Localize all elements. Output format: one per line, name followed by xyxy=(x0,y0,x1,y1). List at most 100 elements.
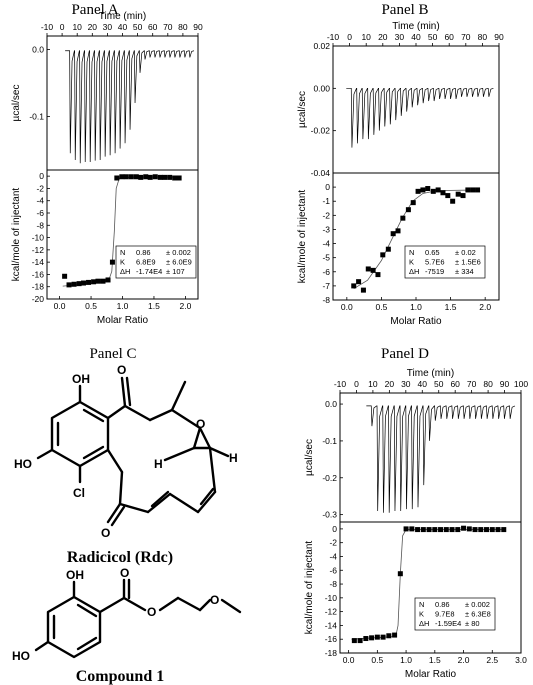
panel-b-power-tick-label: 0.00 xyxy=(313,83,330,93)
panel-d-stat-error: ± 0.002 xyxy=(465,600,490,609)
panel-d-data-point xyxy=(374,634,380,640)
panel-a-enthalpy-tick-label: -4 xyxy=(36,196,44,206)
panel-a-stats-box xyxy=(115,245,197,279)
panel-a-data-point xyxy=(100,278,106,284)
panel-d-data-point xyxy=(392,632,398,638)
panel-a-enthalpy-tick-label: -8 xyxy=(36,220,44,230)
panel-a-data-point xyxy=(157,174,163,180)
panel-d-data-point xyxy=(420,527,426,533)
panel-a-stat-name: N xyxy=(120,248,125,257)
panel-d-enthalpy-tick-label: -6 xyxy=(329,565,337,575)
compound1-ether-o-label: O xyxy=(210,593,219,607)
panel-a-data-point xyxy=(172,175,178,181)
panel-d-chart: -10 0 10 20 30 40 50 60 70 80 90 100 Time (min) 0.0 -0… xyxy=(304,368,528,680)
panel-a-enthalpy-tick-label: -2 xyxy=(36,183,44,193)
panel-d-data-point xyxy=(409,526,415,532)
panel-d-ratio-tick-label: 1.0 xyxy=(400,655,412,665)
panel-d-time-tick-label: 20 xyxy=(385,379,395,389)
panel-a-data-point xyxy=(91,279,97,285)
radicicol-oh-label: OH xyxy=(72,372,90,386)
panel-b-data-point xyxy=(455,191,461,197)
compound1-ester-o-label: O xyxy=(147,605,156,619)
panel-d-stat-error: ± 80 xyxy=(465,619,480,628)
panel-a-data-point xyxy=(76,281,82,287)
compound1-oh-label: OH xyxy=(66,568,84,582)
panel-a-data-point xyxy=(105,277,111,283)
panel-b-time-tick-label: 40 xyxy=(411,32,421,42)
panel-d-enthalpy-tick-label: -16 xyxy=(325,634,338,644)
panel-a-stat-error: ± 6.0E9 xyxy=(166,258,192,267)
panel-b-data-point xyxy=(351,283,357,289)
panel-d-data-point xyxy=(397,571,403,577)
panel-a-time-tick-label: 0 xyxy=(60,22,65,32)
panel-b-time-tick-label: 30 xyxy=(395,32,405,42)
panel-b-data-point xyxy=(475,187,481,193)
panel-b-ratio-tick-label: 1.5 xyxy=(445,302,457,312)
panel-a-enthalpy-tick-label: 0 xyxy=(39,171,44,181)
panel-d-time-tick-label: 80 xyxy=(483,379,493,389)
panel-d-enthalpy-tick-label: 0 xyxy=(332,524,337,534)
panel-b-title: Panel B xyxy=(381,2,428,18)
panel-d-time-tick-label: 100 xyxy=(514,379,528,389)
panel-b-data-point xyxy=(425,186,431,192)
panel-b-stat-error: ± 1.5E6 xyxy=(455,258,481,267)
panel-a-data-point xyxy=(167,174,173,180)
panel-d-time-tick-label: -10 xyxy=(334,379,347,389)
panel-a-data-point xyxy=(119,174,125,180)
panel-b-stats-box xyxy=(404,245,486,279)
panel-b-stat-value: 0.65 xyxy=(425,248,440,257)
panel-a-data-point xyxy=(66,282,72,288)
panel-b-stat-name: N xyxy=(409,248,414,257)
panel-d-data-point xyxy=(426,527,432,533)
panel-b-data-point xyxy=(365,266,371,272)
panel-b-enthalpy-tick-label: -5 xyxy=(322,253,330,263)
panel-d-ratio-tick-label: 1.5 xyxy=(429,655,441,665)
panel-d-enthalpy-tick-label: -14 xyxy=(325,620,338,630)
panel-a-stat-name: ΔH xyxy=(120,267,130,276)
panel-d-data-point xyxy=(351,638,357,644)
panel-d-thermogram-trace xyxy=(366,405,516,513)
panel-a-enthalpy-axis-label: kcal/mole of injectant xyxy=(11,188,22,282)
panel-d-data-point xyxy=(380,634,386,640)
panel-b-data-point xyxy=(380,252,386,258)
panel-a-ratio-tick-label: 1.0 xyxy=(117,301,129,311)
panel-d-time-axis-label: Time (min) xyxy=(407,368,454,379)
panel-b-time-tick-label: 20 xyxy=(378,32,388,42)
radicicol-structure xyxy=(36,376,230,527)
panel-b-data-point xyxy=(390,231,396,237)
panel-a-stat-error: ± 107 xyxy=(166,267,185,276)
panel-d-data-point xyxy=(455,527,461,533)
panel-a-time-tick-label: 90 xyxy=(193,22,203,32)
panel-a-ratio-tick-label: 1.5 xyxy=(148,301,160,311)
panel-d-data-point xyxy=(449,527,455,533)
radicicol-o-bottom-label: O xyxy=(101,526,110,540)
panel-a-enthalpy-tick-label: -16 xyxy=(32,269,45,279)
panel-a-enthalpy-tick-label: -20 xyxy=(32,294,45,304)
panel-a-enthalpy-tick-label: -18 xyxy=(32,282,45,292)
panel-b-stat-value: -7519 xyxy=(425,267,444,276)
panel-a-data-point xyxy=(152,174,158,180)
panel-d-data-point xyxy=(369,635,375,641)
panel-b-ratio-tick-label: 1.0 xyxy=(410,302,422,312)
panel-d-enthalpy-tick-label: -8 xyxy=(329,579,337,589)
panel-a-ratio-tick-label: 0.0 xyxy=(54,301,66,311)
panel-d-data-point xyxy=(415,527,421,533)
panel-a-stat-value: 6.8E9 xyxy=(136,258,156,267)
compound1-structure xyxy=(34,578,242,659)
panel-d-title: Panel D xyxy=(381,346,429,362)
panel-d-data-point xyxy=(363,636,369,642)
panel-b-data-point xyxy=(435,187,441,193)
panel-d-stat-value: -1.59E4 xyxy=(435,619,461,628)
panel-d-enthalpy-tick-label: -2 xyxy=(329,538,337,548)
panel-b-top-frame xyxy=(332,45,500,174)
panel-a-enthalpy-tick-label: -12 xyxy=(32,245,45,255)
panel-b-ratio-tick-label: 0.0 xyxy=(341,302,353,312)
panel-b-enthalpy-tick-label: -3 xyxy=(322,224,330,234)
panel-d-enthalpy-tick-label: -4 xyxy=(329,551,337,561)
panel-b-time-tick-label: 80 xyxy=(478,32,488,42)
panel-b-data-point xyxy=(385,246,391,252)
panel-b-time-tick-label: 90 xyxy=(494,32,504,42)
panel-a-time-tick-label: 30 xyxy=(103,22,113,32)
panel-d-power-tick-label: 0.0 xyxy=(325,399,337,409)
